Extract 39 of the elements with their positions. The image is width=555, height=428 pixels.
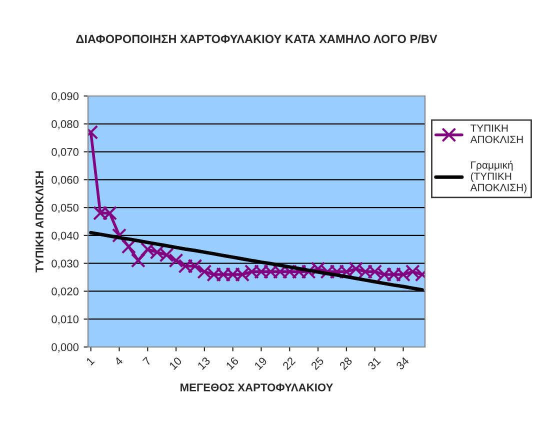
x-tick-label: 1	[86, 356, 95, 366]
y-tick-label: 0,060	[52, 176, 79, 186]
legend-label: Γραμμική (ΤΥΠΙΚΗ ΑΠΟΚΛΙΣΗ)	[470, 160, 526, 194]
point	[130, 253, 146, 268]
line-series	[89, 230, 424, 292]
point	[310, 262, 326, 276]
y-tick-label: 0,040	[52, 232, 79, 241]
x-axis-title: ΜΕΓΕΘΟΣ ΧΑΡΤΟΦΥΛΑΚΙΟΥ	[180, 383, 334, 392]
chart-title: ΔΙΑΦΟΡΟΠΟΙΗΣΗ ΧΑΡΤΟΦΥΛΑΚΙΟΥ ΚΑΤΑ ΧΑΜΗΛΟ ΛΟΓΟ P/BV	[76, 34, 438, 44]
x-tick-label: 10	[168, 356, 182, 370]
point	[150, 244, 164, 260]
x-tick-label: 4	[114, 356, 124, 366]
y-tick-label: 0,090	[52, 92, 79, 102]
x-tick-label: 28	[339, 356, 353, 370]
x-tick-label: 25	[310, 356, 324, 370]
point	[168, 253, 184, 268]
point	[121, 239, 136, 254]
point	[159, 248, 174, 262]
y-tick-label: 0,030	[52, 260, 79, 269]
y-tick-label: 0,050	[52, 204, 79, 214]
y-tick-label: 0,070	[52, 148, 79, 158]
x-tick-label: 34	[396, 356, 410, 370]
y-tick-label: 0,000	[52, 343, 79, 352]
y-tick-label: 0,020	[52, 287, 79, 297]
x-tick-label: 13	[197, 356, 211, 370]
y-tick-label: 0,010	[52, 315, 79, 325]
x-tick-label: 7	[142, 356, 152, 366]
point	[405, 264, 420, 279]
y-axis-title: ΤΥΠΙΚΗ ΑΠΟΚΛΙΣΗ	[36, 171, 44, 272]
point	[197, 264, 212, 279]
x-tick-label: 31	[367, 356, 381, 370]
point	[140, 242, 155, 257]
point	[348, 262, 364, 276]
x-tick-label: 16	[226, 356, 239, 370]
legend-label: ΤΥΠΙΚΗ ΑΠΟΚΛΙΣΗ	[470, 124, 523, 144]
x-tick-label: 22	[282, 356, 296, 370]
x-tick-label: 19	[254, 356, 268, 370]
point	[112, 228, 127, 243]
y-tick-label: 0,080	[52, 120, 79, 130]
